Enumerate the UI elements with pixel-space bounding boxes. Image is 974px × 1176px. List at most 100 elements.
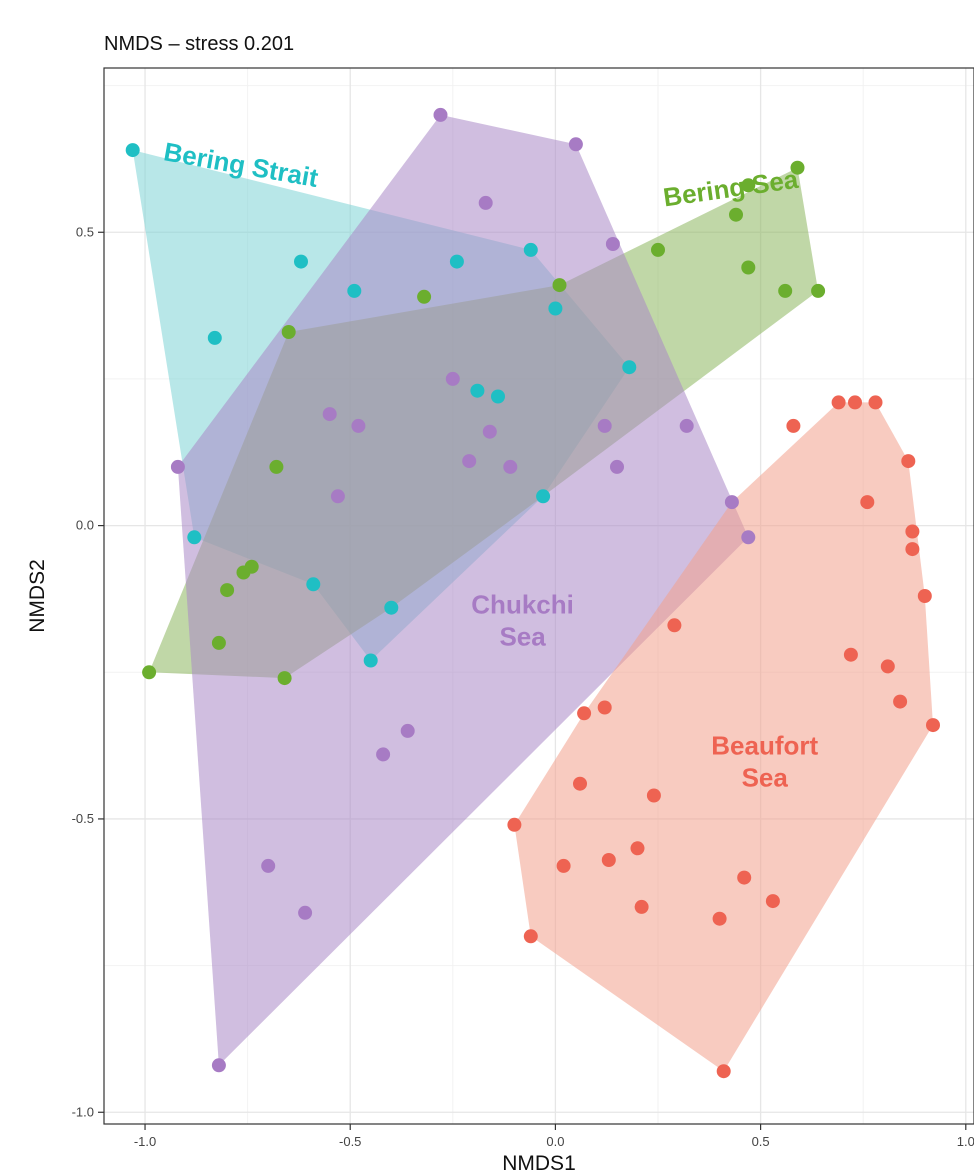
point-chukchi-sea xyxy=(605,237,620,251)
point-chukchi-sea xyxy=(724,495,739,510)
point-bering-strait xyxy=(491,389,505,404)
point-beaufort-sea xyxy=(860,495,875,510)
point-beaufort-sea xyxy=(917,589,932,603)
point-bering-strait xyxy=(306,577,321,592)
point-beaufort-sea xyxy=(868,395,883,410)
label-beaufort-sea: Beaufort Sea xyxy=(711,730,818,792)
point-beaufort-sea xyxy=(667,618,682,633)
point-beaufort-sea xyxy=(893,694,908,709)
point-bering-sea xyxy=(220,583,235,598)
x-tick-label: 1.0 xyxy=(957,1134,974,1149)
point-beaufort-sea xyxy=(901,454,916,469)
y-axis: -1.0 -0.5 0.0 0.5 xyxy=(72,224,104,1119)
point-chukchi-sea xyxy=(433,107,448,122)
point-bering-strait xyxy=(536,489,551,504)
point-beaufort-sea xyxy=(556,858,571,873)
point-bering-strait xyxy=(294,254,308,269)
point-beaufort-sea xyxy=(507,817,522,832)
point-bering-sea xyxy=(778,283,793,298)
point-chukchi-sea xyxy=(170,459,185,474)
point-bering-strait xyxy=(125,143,140,158)
point-bering-sea xyxy=(651,242,665,257)
point-beaufort-sea xyxy=(577,706,592,721)
point-chukchi-sea xyxy=(478,195,493,210)
point-chukchi-sea xyxy=(462,454,477,469)
point-bering-sea xyxy=(211,635,226,650)
x-tick-label: 0.0 xyxy=(546,1134,564,1149)
point-chukchi-sea xyxy=(568,137,583,152)
point-beaufort-sea xyxy=(843,647,858,662)
point-beaufort-sea xyxy=(716,1064,731,1079)
point-chukchi-sea xyxy=(445,371,460,386)
point-beaufort-sea xyxy=(880,659,895,674)
point-beaufort-sea xyxy=(573,776,587,791)
point-bering-sea xyxy=(236,565,251,580)
point-chukchi-sea xyxy=(351,418,366,433)
point-bering-sea xyxy=(281,325,296,339)
point-beaufort-sea xyxy=(905,542,920,557)
x-tick-label: -0.5 xyxy=(339,1134,361,1149)
point-beaufort-sea xyxy=(786,418,801,433)
point-bering-sea xyxy=(729,207,743,222)
point-beaufort-sea xyxy=(926,718,940,733)
point-bering-sea xyxy=(790,160,805,175)
point-bering-strait xyxy=(548,301,563,316)
point-bering-strait xyxy=(622,360,637,375)
y-tick-label: 0.0 xyxy=(76,518,94,533)
point-bering-strait xyxy=(187,530,202,545)
x-tick-label: 0.5 xyxy=(752,1134,770,1149)
point-bering-sea xyxy=(741,178,756,193)
x-axis-title: NMDS1 xyxy=(502,1152,576,1175)
hull-chukchi-sea xyxy=(177,114,749,1066)
hull-beaufort-sea xyxy=(514,402,933,1072)
point-beaufort-sea xyxy=(831,395,846,410)
point-chukchi-sea xyxy=(322,407,337,422)
point-beaufort-sea xyxy=(737,870,752,885)
point-chukchi-sea xyxy=(211,1058,226,1073)
point-chukchi-sea xyxy=(298,905,313,920)
label-chukchi-sea: Chukchi Sea xyxy=(471,590,574,652)
point-bering-strait xyxy=(470,383,485,398)
point-chukchi-sea xyxy=(376,747,391,762)
point-beaufort-sea xyxy=(765,894,780,909)
point-beaufort-sea xyxy=(523,929,538,944)
plot-border xyxy=(103,67,974,1125)
point-bering-sea xyxy=(811,283,826,298)
point-beaufort-sea xyxy=(646,788,661,803)
point-chukchi-sea xyxy=(610,459,624,474)
point-bering-strait xyxy=(207,330,222,345)
point-chukchi-sea xyxy=(597,418,612,433)
group-hulls xyxy=(132,114,933,1072)
point-beaufort-sea xyxy=(712,911,727,926)
point-bering-sea xyxy=(277,671,292,686)
point-bering-strait xyxy=(449,254,464,269)
point-chukchi-sea xyxy=(482,424,497,439)
point-beaufort-sea xyxy=(634,899,649,914)
data-points xyxy=(125,107,940,1079)
point-beaufort-sea xyxy=(601,853,616,867)
point-beaufort-sea xyxy=(848,395,862,410)
point-bering-strait xyxy=(363,653,378,668)
point-chukchi-sea xyxy=(503,459,518,474)
y-tick-label: -1.0 xyxy=(72,1104,94,1119)
point-bering-sea xyxy=(417,289,432,304)
point-bering-sea xyxy=(269,459,284,474)
point-chukchi-sea xyxy=(330,489,345,504)
chart-title: NMDS – stress 0.201 xyxy=(104,33,294,55)
point-beaufort-sea xyxy=(905,524,920,539)
point-bering-strait xyxy=(347,283,362,298)
point-beaufort-sea xyxy=(630,841,645,856)
point-beaufort-sea xyxy=(597,700,612,715)
point-chukchi-sea xyxy=(261,858,276,873)
y-axis-title: NMDS2 xyxy=(26,559,49,633)
point-bering-sea xyxy=(552,278,567,293)
point-bering-strait xyxy=(384,600,399,615)
y-tick-label: 0.5 xyxy=(76,224,94,239)
point-bering-sea xyxy=(142,665,157,680)
point-chukchi-sea xyxy=(400,723,415,738)
y-tick-label: -0.5 xyxy=(72,811,94,826)
point-bering-strait xyxy=(523,242,538,257)
point-bering-sea xyxy=(741,260,756,275)
point-chukchi-sea xyxy=(741,530,756,545)
